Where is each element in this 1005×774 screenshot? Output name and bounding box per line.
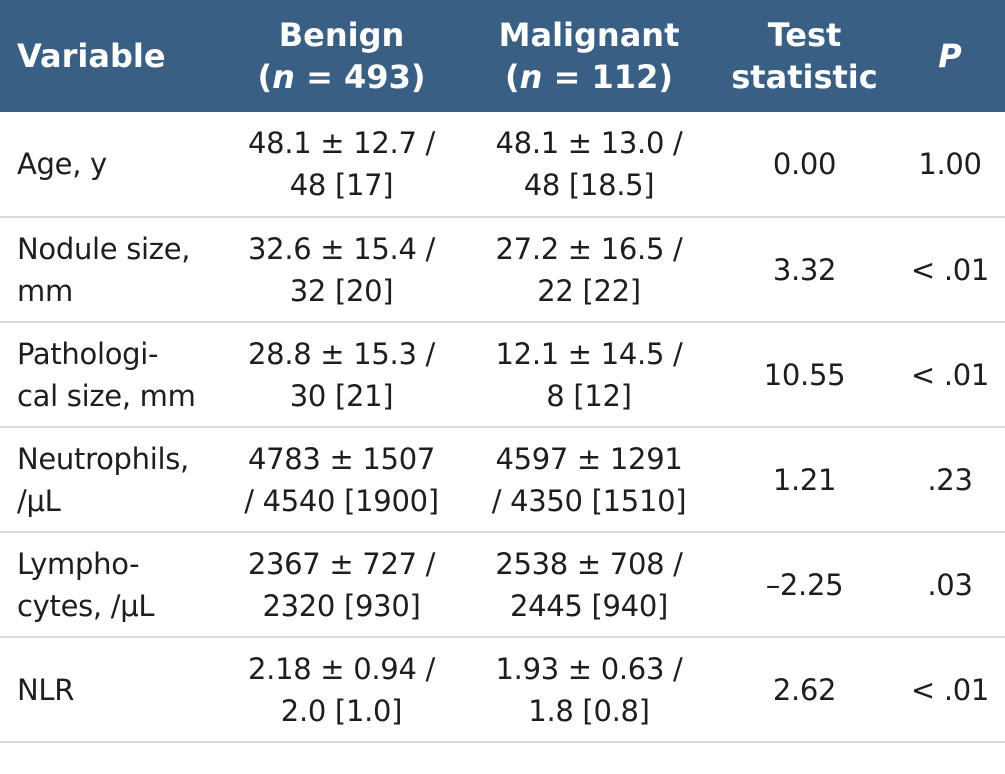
cell-variable-line: cal size, mm <box>17 378 196 413</box>
table-row: Lympho-cytes, /μL 2367 ± 727 /2320 [930] 2… <box>0 532 1005 637</box>
cell-malignant-line: 48.1 ± 13.0 / <box>495 126 683 160</box>
cell-p: 1.00 <box>918 147 982 181</box>
cell-malignant-line: 48 [18.5] <box>523 168 655 202</box>
cell-benign-line: / 4540 [1900] <box>244 483 439 518</box>
header-benign-n: n <box>272 58 295 96</box>
cell-test-statistic: 0.00 <box>772 147 837 181</box>
header-malignant-count: (n = 112) <box>468 56 710 98</box>
cell-p: .23 <box>927 462 973 497</box>
cell-benign-line: 30 [21] <box>289 378 394 413</box>
header-test-statistic: Test statistic <box>714 0 895 112</box>
header-benign-label: Benign <box>278 16 405 54</box>
cell-malignant-line: 4597 ± 1291 <box>495 441 683 476</box>
cell-malignant: 2538 ± 708 / 2445 [940] <box>464 532 714 637</box>
cell-benign-line: 2.18 ± 0.94 / <box>248 651 435 686</box>
header-p: P <box>895 0 1005 112</box>
header-test-line2: statistic <box>731 58 878 96</box>
header-test-line1: Test <box>767 16 842 54</box>
cell-variable-line: NLR <box>17 672 75 707</box>
header-malignant-label: Malignant <box>498 16 680 54</box>
cell-benign-line: 32.6 ± 15.4 / <box>248 231 435 266</box>
cell-malignant-line: 1.8 [0.8] <box>528 693 650 728</box>
cell-benign-line: 4783 ± 1507 <box>247 441 436 476</box>
cell-benign-line: 28.8 ± 15.3 / <box>248 336 435 371</box>
table-header: Variable Benign (n = 493) Malignant (n =… <box>0 0 1005 112</box>
cell-variable-line: Pathologi- <box>17 336 159 371</box>
cell-benign: 4783 ± 1507 / 4540 [1900] <box>219 427 464 532</box>
header-malignant: Malignant (n = 112) <box>464 0 714 112</box>
cell-test-statistic: 1.21 <box>772 462 837 497</box>
header-benign-count-open: ( <box>257 58 273 96</box>
cell-benign-line: 48 [17] <box>289 168 394 202</box>
cell-benign: 2.18 ± 0.94 / 2.0 [1.0] <box>219 637 464 742</box>
cell-malignant: 12.1 ± 14.5 / 8 [12] <box>464 322 714 427</box>
header-malignant-count-open: ( <box>505 58 520 96</box>
cell-benign: 48.1 ± 12.7 / 48 [17] <box>219 112 464 217</box>
table-row: Neutrophils,/μL 4783 ± 1507/ 4540 [1900] 4… <box>0 427 1005 532</box>
cell-benign-line: 2367 ± 727 / <box>247 546 436 581</box>
cell-variable-line: Nodule size, <box>17 231 191 266</box>
cell-variable: NLR <box>0 637 219 742</box>
cell-p: < .01 <box>910 672 990 707</box>
cell-variable-line: /μL <box>17 483 61 518</box>
cell-variable-line: Age, y <box>17 147 107 181</box>
cell-variable-line: Neutrophils, <box>17 441 189 476</box>
cell-variable: Pathologi-cal size, mm <box>0 322 219 427</box>
cell-malignant-line: 27.2 ± 16.5 / <box>495 231 683 266</box>
cell-p: < .01 <box>910 252 990 287</box>
cell-malignant-line: 12.1 ± 14.5 / <box>495 336 683 371</box>
header-benign: Benign (n = 493) <box>219 0 464 112</box>
header-row: Variable Benign (n = 493) Malignant (n =… <box>0 0 1005 112</box>
header-malignant-n: n <box>519 58 543 96</box>
cell-benign: 32.6 ± 15.4 / 32 [20] <box>219 217 464 322</box>
cell-malignant-line: / 4350 [1510] <box>491 483 687 518</box>
cell-test-statistic: 2.62 <box>772 672 837 707</box>
cell-variable-line: cytes, /μL <box>17 588 155 623</box>
table-row: Age, y 48.1 ± 12.7 /48 [17] 48.1 ± 13.0 /4… <box>0 112 1005 217</box>
table-body: Age, y 48.1 ± 12.7 /48 [17] 48.1 ± 13.0 /4… <box>0 112 1005 742</box>
header-benign-count: (n = 493) <box>223 56 460 98</box>
cell-variable-line: mm <box>17 273 73 308</box>
cell-benign-line: 48.1 ± 12.7 / <box>248 126 435 160</box>
cell-p: .03 <box>927 567 973 602</box>
table-row: Pathologi-cal size, mm 28.8 ± 15.3 / 30 [2… <box>0 322 1005 427</box>
cell-variable: Lympho-cytes, /μL <box>0 532 219 637</box>
cell-malignant: 27.2 ± 16.5 / 22 [22] <box>464 217 714 322</box>
header-variable: Variable <box>17 37 166 75</box>
cell-variable: Nodule size, mm <box>0 217 219 322</box>
table-row: NLR 2.18 ± 0.94 /2.0 [1.0] 1.93 ± 0.63 /1.… <box>0 637 1005 742</box>
cell-variable: Neutrophils, /μL <box>0 427 219 532</box>
cell-variable: Age, y <box>0 112 219 217</box>
cell-benign: 2367 ± 727 / 2320 [930] <box>219 532 464 637</box>
header-malignant-count-value: = 112) <box>542 58 673 96</box>
cell-malignant: 1.93 ± 0.63 / 1.8 [0.8] <box>464 637 714 742</box>
header-benign-count-value: = 493) <box>294 58 426 96</box>
cell-malignant-line: 1.93 ± 0.63 / <box>495 651 683 686</box>
cell-p: < .01 <box>910 357 990 392</box>
cell-malignant-line: 22 [22] <box>537 273 641 308</box>
cell-malignant-line: 2538 ± 708 / <box>495 546 683 581</box>
cell-test-statistic: 10.55 <box>763 357 846 392</box>
header-p-label: P <box>938 37 962 75</box>
cell-benign-line: 2.0 [1.0] <box>280 693 403 728</box>
table-row: Nodule size, mm 32.6 ± 15.4 / 32 [20] 27.2 ±… <box>0 217 1005 322</box>
cell-test-statistic: 3.32 <box>772 252 837 287</box>
cell-benign-line: 32 [20] <box>289 273 394 308</box>
cell-malignant-line: 2445 [940] <box>509 588 668 623</box>
cell-benign: 28.8 ± 15.3 / 30 [21] <box>219 322 464 427</box>
comparison-table: Variable Benign (n = 493) Malignant (n =… <box>0 0 1005 742</box>
cell-malignant: 4597 ± 1291 / 4350 [1510] <box>464 427 714 532</box>
cell-benign-line: 2320 [930] <box>262 588 421 623</box>
cell-malignant-line: 8 [12] <box>546 378 632 413</box>
cell-test-statistic: –2.25 <box>765 567 844 602</box>
cell-malignant: 48.1 ± 13.0 / 48 [18.5] <box>464 112 714 217</box>
cell-variable-line: Lympho- <box>17 546 140 581</box>
